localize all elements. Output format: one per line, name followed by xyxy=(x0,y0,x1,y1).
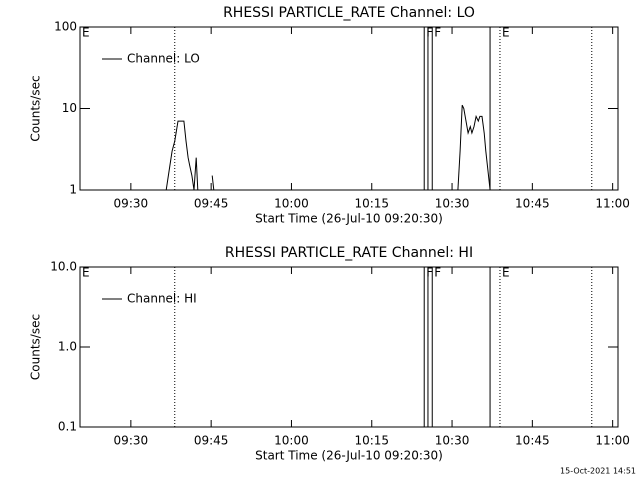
legend-label: Channel: LO xyxy=(127,52,200,66)
x-tick-label: 10:45 xyxy=(515,434,550,448)
x-tick-label: 10:30 xyxy=(435,197,470,211)
y-axis-label: Counts/sec xyxy=(29,314,43,380)
event-label: F xyxy=(426,266,433,280)
event-label: E xyxy=(82,26,90,40)
y-axis-label: Counts/sec xyxy=(29,75,43,141)
y-tick-label: 100 xyxy=(54,20,77,34)
y-tick-label: 1.0 xyxy=(58,340,77,354)
x-tick-label: 10:15 xyxy=(354,434,389,448)
event-label: E xyxy=(502,266,510,280)
event-label: F xyxy=(434,266,441,280)
chart-title: RHESSI PARTICLE_RATE Channel: HI xyxy=(225,245,473,261)
event-label: F xyxy=(434,26,441,40)
x-tick-label: 10:00 xyxy=(274,434,309,448)
y-tick-label: 1 xyxy=(69,183,77,197)
x-axis-label: Start Time (26-Jul-10 09:20:30) xyxy=(255,212,443,226)
y-tick-label: 10 xyxy=(62,101,77,115)
x-tick-label: 11:00 xyxy=(595,434,630,448)
x-axis-label: Start Time (26-Jul-10 09:20:30) xyxy=(255,449,443,463)
x-tick-label: 09:45 xyxy=(194,197,229,211)
x-tick-label: 09:45 xyxy=(194,434,229,448)
x-tick-label: 10:45 xyxy=(515,197,550,211)
x-tick-label: 09:30 xyxy=(114,434,149,448)
panel: RHESSI PARTICLE_RATE Channel: HI Start Ti… xyxy=(29,245,630,463)
chart-title: RHESSI PARTICLE_RATE Channel: LO xyxy=(223,5,475,21)
y-tick-label: 10.0 xyxy=(50,260,77,274)
y-tick-label: 0.1 xyxy=(58,420,77,434)
event-label: E xyxy=(502,26,510,40)
event-label: F xyxy=(426,26,433,40)
x-tick-label: 09:30 xyxy=(114,197,149,211)
legend-label: Channel: HI xyxy=(127,292,197,306)
event-label: E xyxy=(82,266,90,280)
x-tick-label: 10:15 xyxy=(354,197,389,211)
panel: RHESSI PARTICLE_RATE Channel: LO Start Ti… xyxy=(29,5,630,226)
x-tick-label: 11:00 xyxy=(595,197,630,211)
data-line xyxy=(165,104,491,190)
x-tick-label: 10:30 xyxy=(435,434,470,448)
timestamp: 15-Oct-2021 14:51 xyxy=(560,467,636,476)
x-tick-label: 10:00 xyxy=(274,197,309,211)
